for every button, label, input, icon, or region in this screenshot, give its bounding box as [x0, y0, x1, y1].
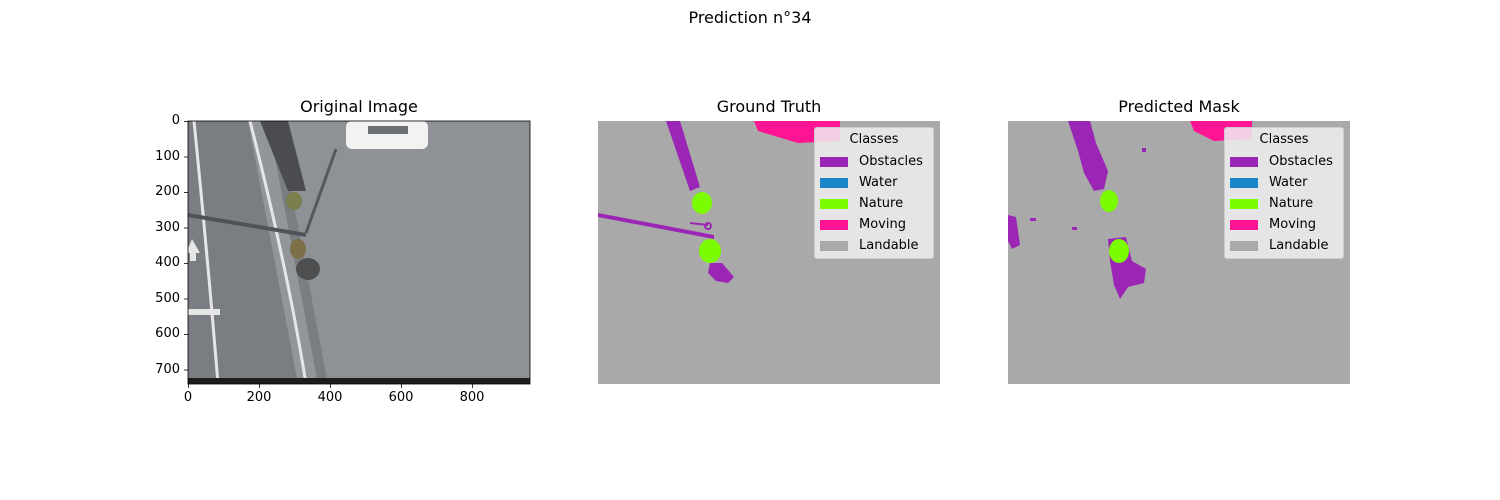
legend-swatch [1230, 199, 1258, 209]
x-tick-label: 800 [459, 390, 485, 405]
legend-label: Nature [859, 196, 904, 211]
y-tick-label: 500 [155, 291, 180, 306]
legend-title: Classes [1259, 132, 1309, 147]
figure-suptitle: Prediction n°34 [688, 8, 812, 27]
x-tick-label: 600 [388, 390, 414, 405]
legend-label: Water [859, 175, 898, 190]
legend-title: Classes [849, 132, 899, 147]
panel-title-original: Original Image [300, 97, 418, 116]
original-image [188, 121, 530, 384]
legend-ground-truth: Classes Obstacles Water Nature Moving La… [814, 127, 934, 259]
x-tick-label: 400 [317, 390, 343, 405]
legend-swatch [1230, 220, 1258, 230]
x-tick-label: 0 [183, 390, 193, 405]
legend-swatch [1230, 157, 1258, 167]
legend-label: Moving [1269, 217, 1316, 232]
legend-swatch [1230, 178, 1258, 188]
legend-label: Landable [1269, 238, 1329, 253]
legend-swatch [1230, 241, 1258, 251]
y-tick-label: 200 [155, 184, 180, 199]
y-tick-label: 400 [155, 255, 180, 270]
legend-swatch [820, 241, 848, 251]
legend-swatch [820, 199, 848, 209]
y-tick-label: 600 [155, 326, 180, 341]
legend-predicted: Classes Obstacles Water Nature Moving La… [1224, 127, 1344, 259]
y-tick-label: 700 [155, 362, 180, 377]
legend-label: Moving [859, 217, 906, 232]
x-tick-label: 200 [246, 390, 272, 405]
y-tick-label: 100 [155, 149, 180, 164]
legend-label: Obstacles [1269, 154, 1333, 169]
legend-label: Nature [1269, 196, 1314, 211]
panel-title-predicted: Predicted Mask [1118, 97, 1240, 116]
legend-swatch [820, 220, 848, 230]
legend-label: Water [1269, 175, 1308, 190]
legend-swatch [820, 178, 848, 188]
legend-swatch [820, 157, 848, 167]
y-tick-label: 0 [171, 113, 180, 128]
legend-label: Obstacles [859, 154, 923, 169]
panel-title-ground-truth: Ground Truth [716, 97, 822, 116]
legend-label: Landable [859, 238, 919, 253]
y-tick-label: 300 [155, 220, 180, 235]
